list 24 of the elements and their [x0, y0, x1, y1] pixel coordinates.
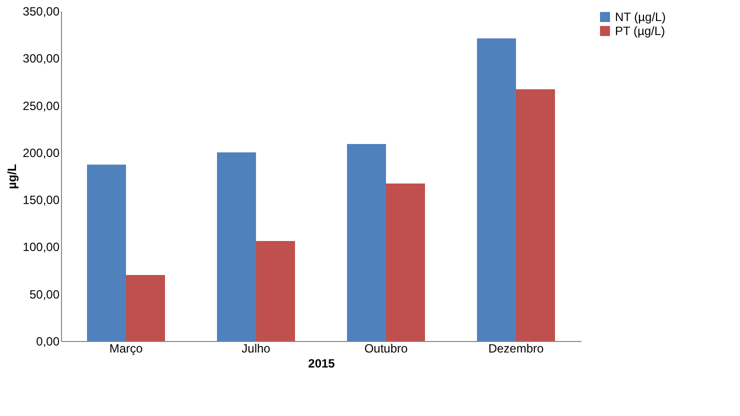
bar [126, 275, 165, 341]
y-tick-label: 250,00 [22, 98, 60, 113]
x-tick-label: Março [109, 342, 143, 356]
legend-label: PT (µg/L) [615, 24, 666, 38]
bar [477, 38, 516, 341]
x-axis-title: 2015 [308, 356, 336, 370]
y-tick-label: 100,00 [22, 240, 60, 254]
x-tick-label: Dezembro [488, 342, 544, 356]
bar [87, 164, 126, 341]
legend-label: NT (µg/L) [615, 10, 666, 24]
y-tick-label: 200,00 [22, 146, 60, 160]
bar [256, 241, 295, 341]
bar [217, 152, 256, 341]
x-tick-label: Outubro [364, 342, 408, 356]
y-tick-label: 0,00 [36, 334, 60, 348]
y-tick-label: 300,00 [22, 52, 60, 66]
bar [386, 184, 425, 341]
y-tick-label: 150,00 [22, 193, 60, 208]
y-tick-label: 50,00 [29, 287, 60, 302]
bar [516, 89, 555, 341]
y-tick-label: 350,00 [22, 4, 60, 18]
x-tick-label: Julho [242, 342, 271, 356]
bar [347, 144, 386, 341]
y-axis-title: µg/L [4, 164, 19, 189]
